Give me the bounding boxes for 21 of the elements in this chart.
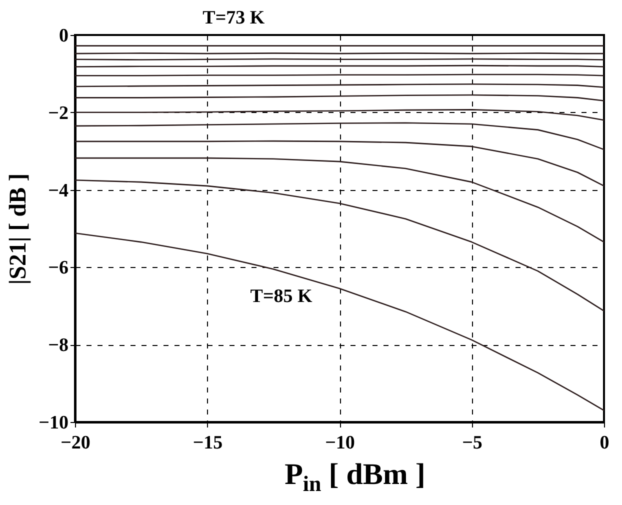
line-series [74, 232, 605, 412]
y-tick-label: −6 [48, 258, 68, 279]
text: T=73 K [202, 7, 265, 28]
x-axis-title: P$_{in}$ [ dBm ] [284, 458, 426, 497]
line-series [74, 140, 605, 187]
x-tick-label: −20 [60, 432, 90, 454]
y-tick-label: −8 [48, 335, 68, 356]
line-series [74, 179, 605, 312]
annotation: T=85 K [250, 286, 313, 307]
line-series [74, 122, 605, 150]
y-tick-label: −10 [38, 412, 68, 434]
y-tick-label: −2 [48, 102, 68, 124]
y-axis-title: |S21| [ dB ] [6, 173, 32, 285]
x-tick-label: 0 [600, 432, 610, 454]
y-tick-label: −4 [48, 180, 69, 202]
x-tick-label: −5 [462, 432, 482, 454]
line-series [74, 109, 605, 121]
x-tick-label: −10 [325, 432, 355, 454]
y-tick-label: 0 [59, 26, 68, 46]
line-series [74, 157, 605, 243]
x-tick-label: −15 [192, 432, 223, 454]
